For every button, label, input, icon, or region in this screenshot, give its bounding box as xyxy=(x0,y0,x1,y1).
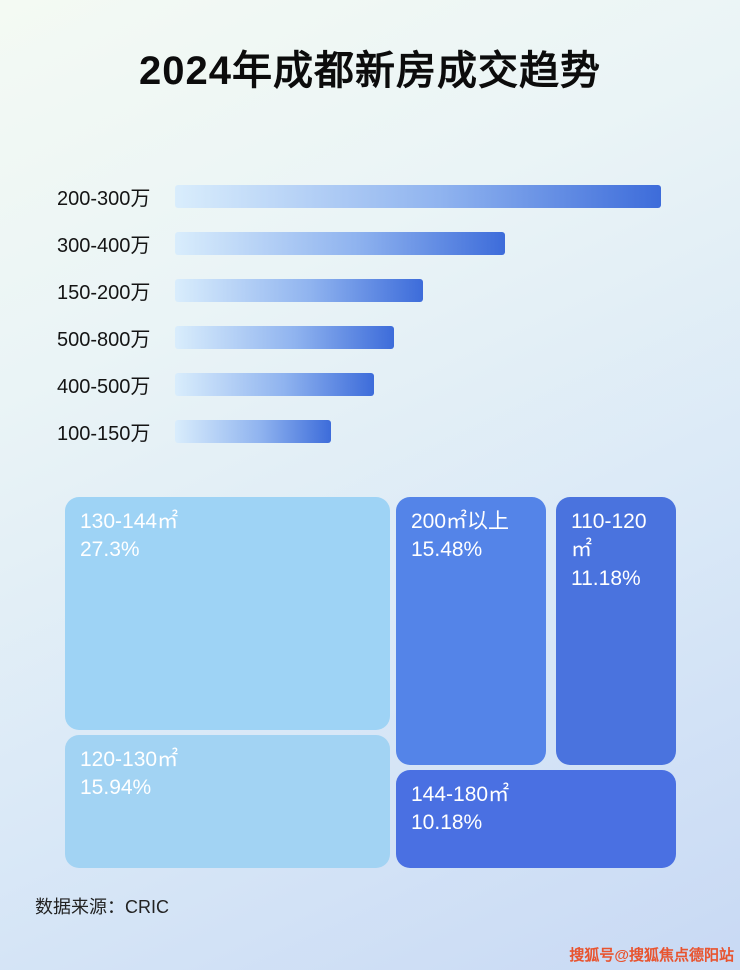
watermark: 搜狐号@搜狐焦点德阳站 xyxy=(569,947,734,964)
treemap-block-value: 27.3% xyxy=(80,538,140,562)
area-segment-treemap: 130-144㎡ 27.3% 120-130㎡ 15.94% 200㎡以上 15… xyxy=(65,497,676,868)
bar-row: 400-500万 xyxy=(57,372,661,398)
bar-row: 200-300万 xyxy=(57,184,661,210)
treemap-block-label: 110-120㎡ xyxy=(571,510,647,562)
bar-category-label: 300-400万 xyxy=(57,234,151,257)
treemap-block-130-144: 130-144㎡ 27.3% xyxy=(65,497,390,730)
bar xyxy=(175,231,506,255)
treemap-block-value: 15.94% xyxy=(80,776,152,800)
bar xyxy=(175,419,331,443)
bar xyxy=(175,278,423,302)
bar-category-label: 100-150万 xyxy=(57,422,151,445)
treemap-block-label: 200㎡以上 xyxy=(411,510,510,533)
bar-row: 100-150万 xyxy=(57,419,661,445)
page-title: 2024年成都新房成交趋势 xyxy=(139,49,601,93)
bar-category-label: 500-800万 xyxy=(57,328,151,351)
bar xyxy=(175,184,661,208)
bar-category-label: 200-300万 xyxy=(57,187,151,210)
bar xyxy=(175,372,375,396)
treemap-block-200-plus: 200㎡以上 15.48% xyxy=(396,497,546,765)
bar-track xyxy=(175,372,661,396)
treemap-block-value: 11.18% xyxy=(571,566,641,590)
treemap-block-value: 10.18% xyxy=(411,811,483,835)
treemap-block-120-130: 120-130㎡ 15.94% xyxy=(65,735,390,868)
bar-row: 150-200万 xyxy=(57,278,661,304)
bar-row: 500-800万 xyxy=(57,325,661,351)
bar-track xyxy=(175,184,661,208)
bar-category-label: 150-200万 xyxy=(57,281,151,304)
treemap-block-144-180: 144-180㎡ 10.18% xyxy=(396,770,676,868)
treemap-block-value: 15.48% xyxy=(411,538,483,562)
treemap-block-label: 144-180㎡ xyxy=(411,783,510,806)
bar-track xyxy=(175,278,661,302)
data-source-note: 数据来源：CRIC xyxy=(35,897,169,917)
bar-track xyxy=(175,231,661,255)
price-segment-bar-chart: 200-300万 300-400万 150-200万 500-800万 400-… xyxy=(57,184,661,445)
bar-track xyxy=(175,419,661,443)
bar-track xyxy=(175,325,661,349)
bar-row: 300-400万 xyxy=(57,231,661,257)
treemap-block-label: 130-144㎡ xyxy=(80,510,179,533)
treemap-block-110-120: 110-120㎡ 11.18% xyxy=(556,497,676,765)
bar xyxy=(175,325,394,349)
treemap-block-label: 120-130㎡ xyxy=(80,748,179,771)
bar-category-label: 400-500万 xyxy=(57,375,151,398)
